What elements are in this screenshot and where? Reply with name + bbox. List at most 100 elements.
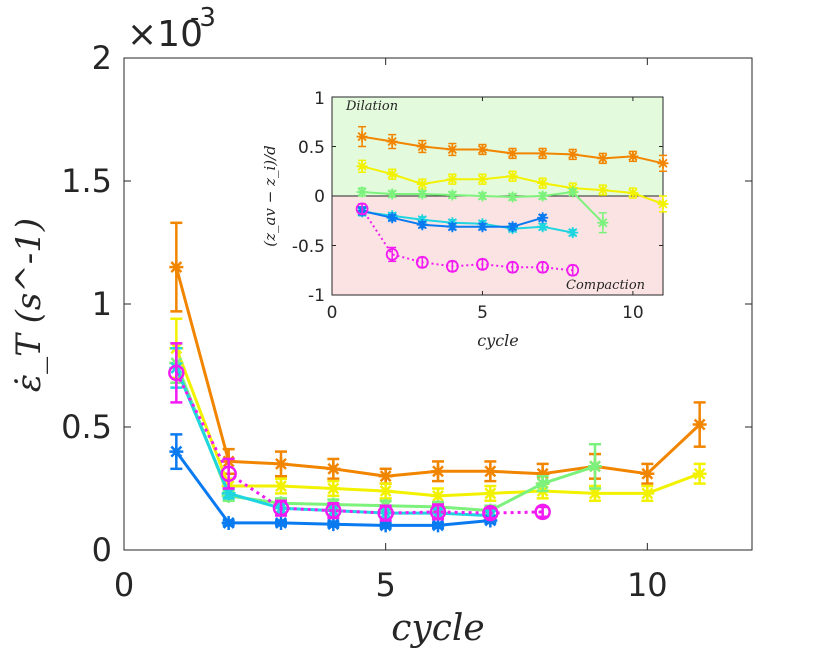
data-point <box>355 202 369 216</box>
x-tick-label: 10 <box>627 566 668 604</box>
data-point <box>386 212 398 224</box>
y-multiplier-exponent: -3 <box>190 3 216 33</box>
data-point <box>221 486 236 501</box>
inset-series-group <box>355 125 669 277</box>
series-magenta <box>355 202 580 277</box>
data-point <box>692 466 707 481</box>
data-point <box>507 221 519 233</box>
main-tick-marks <box>123 57 752 551</box>
data-point <box>169 260 184 275</box>
data-point <box>536 260 550 274</box>
data-point <box>445 259 459 273</box>
data-point <box>507 147 519 159</box>
data-point <box>597 152 609 164</box>
series-orange <box>356 125 669 172</box>
series-lightgreen <box>356 186 609 234</box>
main-y-axis-label: ε̇_T (s^-1) <box>9 218 49 392</box>
data-point <box>446 143 458 155</box>
data-point <box>483 486 498 501</box>
data-point <box>476 221 488 233</box>
y-tick-label: 0 <box>92 531 112 569</box>
series-blue <box>169 433 498 533</box>
data-point <box>627 187 639 199</box>
data-point <box>415 255 429 269</box>
data-point <box>567 186 579 198</box>
data-point <box>657 157 669 169</box>
data-point <box>416 188 428 200</box>
data-point <box>476 190 488 202</box>
dilation-region <box>332 97 663 196</box>
data-point <box>446 189 458 201</box>
data-point <box>446 221 458 233</box>
inset-y-tick-labels: -1 -0.5 0 0.5 1 <box>292 89 325 306</box>
x-tick-label: 5 <box>376 566 396 604</box>
data-point <box>326 517 341 532</box>
inset-y-tick-label: 0 <box>314 187 325 207</box>
data-point <box>534 503 551 521</box>
y-tick-label: 1.5 <box>61 162 112 200</box>
data-point <box>535 466 550 481</box>
data-point <box>627 150 639 162</box>
data-point <box>507 191 519 203</box>
data-point <box>507 170 519 182</box>
data-point <box>537 147 549 159</box>
y-tick-label: 0.5 <box>61 408 112 446</box>
data-point <box>377 504 394 522</box>
main-y-tick-labels: 0 0.5 1 1.5 2 <box>61 39 112 569</box>
data-point <box>272 499 290 517</box>
inset-x-tick-label: 0 <box>327 303 338 323</box>
inset-y-tick-label: 0.5 <box>298 138 325 158</box>
data-point <box>476 173 488 185</box>
main-x-axis-label: cycle <box>391 608 484 649</box>
data-point <box>416 219 428 231</box>
data-point <box>537 212 549 224</box>
inset-x-tick-label: 5 <box>477 303 488 323</box>
data-point <box>640 466 655 481</box>
inset-x-tick-labels: 0 5 10 <box>327 303 644 323</box>
data-point <box>326 481 341 496</box>
data-point <box>356 131 368 143</box>
data-point <box>325 502 342 519</box>
data-point <box>483 464 498 479</box>
data-point <box>221 515 236 530</box>
data-point <box>416 178 428 190</box>
data-point <box>446 173 458 185</box>
inset-y-tick-label: -1 <box>308 286 325 306</box>
data-point <box>378 483 393 498</box>
data-point <box>356 186 368 198</box>
data-point <box>416 141 428 152</box>
data-point <box>378 518 393 533</box>
data-point <box>657 198 669 210</box>
data-point <box>378 469 393 484</box>
data-point <box>537 190 549 202</box>
main-series-group <box>168 221 707 533</box>
compaction-label: Compaction <box>566 278 645 293</box>
data-point <box>386 136 398 148</box>
data-point <box>326 461 341 476</box>
data-point <box>431 464 445 479</box>
inset-x-axis-label: cycle <box>477 331 519 350</box>
y-tick-label: 2 <box>92 39 112 77</box>
inset-y-tick-label: 1 <box>314 89 325 109</box>
data-point <box>535 476 550 491</box>
data-point <box>567 148 579 160</box>
data-point <box>386 188 398 200</box>
data-point <box>692 417 707 432</box>
compaction-region <box>332 196 663 295</box>
data-point <box>566 263 580 277</box>
data-point <box>168 364 185 382</box>
data-point <box>431 518 445 533</box>
data-point <box>274 456 288 471</box>
data-point <box>537 177 549 189</box>
inset-y-axis-label: (z_av − z_i)/d <box>261 145 279 246</box>
dilation-label: Dilation <box>345 99 398 114</box>
data-point <box>476 143 488 155</box>
x-tick-label: 0 <box>114 566 134 604</box>
series-magenta <box>168 342 551 522</box>
data-point <box>482 504 499 522</box>
data-point <box>588 486 602 501</box>
data-point <box>429 503 447 521</box>
data-point <box>567 227 579 239</box>
data-point <box>537 221 549 233</box>
